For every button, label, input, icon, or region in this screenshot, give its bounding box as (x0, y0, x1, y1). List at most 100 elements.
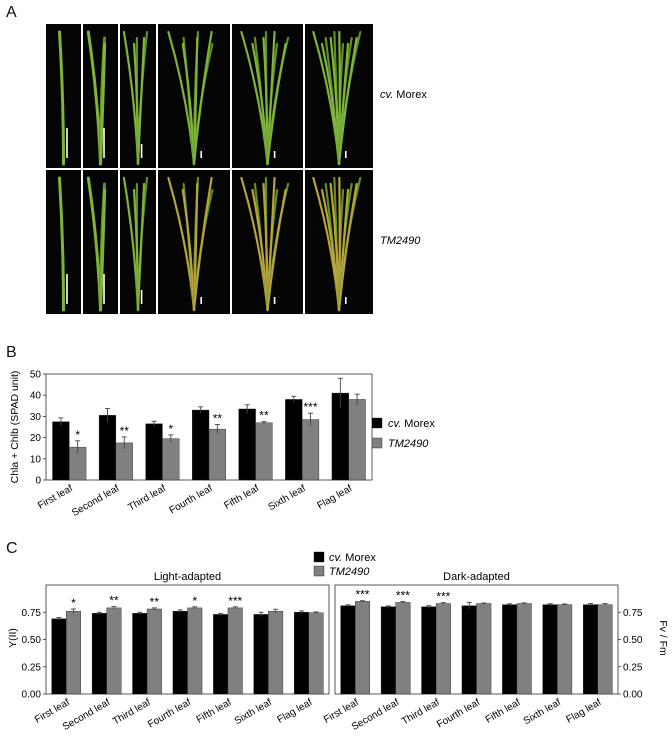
significance-marker: ** (120, 424, 130, 438)
legend-label: TM2490 (329, 566, 370, 578)
bar-tm2490 (146, 608, 162, 695)
leaf-shape (136, 36, 146, 166)
legend-swatch (372, 417, 383, 429)
bar-morex (502, 604, 518, 695)
bar-tm2490 (435, 603, 451, 695)
x-tick-label: Fifth leaf (195, 697, 234, 726)
y-tick-label: 0.25 (623, 662, 643, 673)
significance-marker: * (168, 422, 173, 436)
significance-marker: ** (109, 594, 119, 608)
leaf-shape (337, 36, 358, 166)
x-tick-label: Fifth leaf (222, 483, 261, 512)
bar-tm2490 (268, 610, 284, 695)
bar-morex (213, 614, 229, 695)
plant-photographs: cv. Morex TM2490 (46, 24, 427, 314)
bar-morex (145, 423, 163, 481)
bar-tm2490 (395, 602, 411, 695)
bar-tm2490 (597, 604, 613, 695)
significance-marker: *** (396, 589, 410, 603)
significance-marker: ** (259, 409, 269, 423)
bar-tm2490 (255, 422, 273, 481)
y-tick-label: 10 (30, 454, 42, 465)
legend-swatch (313, 565, 325, 577)
chart-b-chlorophyll: 0 10 20 30 40 50 * First leaf ** Second leaf * Thir… (9, 370, 373, 519)
y-tick-label: 30 (30, 412, 42, 423)
y-axis-label: Chla + Chlb (SPAD unit) (9, 371, 21, 484)
x-tick-label: Sixth leaf (267, 483, 308, 513)
bar-tm2490 (308, 612, 324, 695)
panel-letter-a: A (6, 4, 17, 21)
bar-morex (98, 415, 117, 481)
bar-tm2490 (301, 419, 320, 481)
y-axis-label: Fv / Fm (657, 620, 669, 656)
leaf-shape (192, 176, 213, 312)
x-tick-label: Flag leaf (315, 483, 354, 512)
bar-tm2490 (355, 601, 370, 695)
bar-morex (583, 604, 598, 695)
bar-morex (238, 408, 256, 481)
chart-title: Dark-adapted (443, 571, 510, 583)
bar-morex (91, 613, 107, 695)
panel-letter-b: B (6, 344, 17, 361)
significance-marker: *** (436, 590, 450, 604)
legend-label: cv. Morex (329, 552, 376, 564)
bar-morex (172, 610, 188, 695)
leaf-shape (136, 182, 146, 312)
photo-row-label-tm2490: TM2490 (380, 235, 421, 247)
bar-tm2490 (162, 438, 180, 481)
bar-morex (253, 614, 269, 695)
bar-morex (461, 605, 477, 695)
bar-morex (421, 606, 437, 695)
y-tick-label: 0.25 (22, 662, 42, 673)
y-tick-label: 0 (35, 476, 41, 487)
leaf-shape (266, 188, 287, 312)
x-tick-label: Sixth leaf (233, 697, 274, 727)
y-tick-label: 0.75 (22, 608, 42, 619)
bar-tm2490 (348, 399, 366, 481)
bar-tm2490 (66, 610, 81, 695)
leaf-shape (99, 188, 107, 312)
bar-tm2490 (227, 607, 243, 695)
y-tick-label: 0.50 (22, 635, 42, 646)
legend-label: cv. Morex (388, 418, 435, 430)
bar-tm2490 (106, 607, 122, 695)
x-tick-label: Second leaf (70, 483, 121, 519)
chart-title: Light-adapted (154, 571, 221, 583)
significance-marker: * (71, 596, 76, 610)
x-tick-label: Flag leaf (276, 697, 315, 726)
leaf-shape (58, 30, 65, 166)
x-tick-label: Sixth leaf (522, 697, 563, 727)
bar-tm2490 (476, 603, 492, 695)
significance-marker: * (75, 428, 80, 442)
bar-morex (340, 605, 356, 695)
bar-morex (285, 399, 303, 481)
bar-morex (192, 409, 210, 481)
significance-marker: *** (228, 594, 242, 608)
significance-marker: * (192, 594, 197, 608)
significance-marker: ** (213, 411, 223, 425)
x-tick-label: Fourth leaf (168, 483, 215, 517)
leaf-shape (192, 30, 213, 166)
y-tick-label: 40 (30, 391, 42, 402)
bar-tm2490 (557, 604, 573, 695)
y-tick-label: 20 (30, 433, 42, 444)
x-tick-label: Flag leaf (565, 697, 604, 726)
legend-label: TM2490 (388, 438, 429, 450)
x-tick-label: Fourth leaf (146, 697, 193, 731)
leaf-shape (58, 176, 65, 312)
x-tick-label: Fifth leaf (484, 697, 523, 726)
significance-marker: ** (150, 595, 160, 609)
photo-row-label-morex: cv. Morex (380, 89, 427, 101)
x-tick-label: Fourth leaf (435, 697, 482, 731)
leaf-shape (266, 42, 287, 166)
bar-morex (132, 613, 148, 695)
y-tick-label: 0.00 (22, 690, 42, 701)
y-tick-label: 50 (30, 370, 42, 381)
panel-letter-c: C (6, 540, 18, 557)
significance-marker: *** (355, 588, 369, 602)
y-tick-label: 0.75 (623, 608, 643, 619)
leaf-shape (99, 42, 107, 166)
legend-b: cv. Morex TM2490 (372, 417, 435, 450)
x-tick-label: Third leaf (126, 483, 168, 513)
